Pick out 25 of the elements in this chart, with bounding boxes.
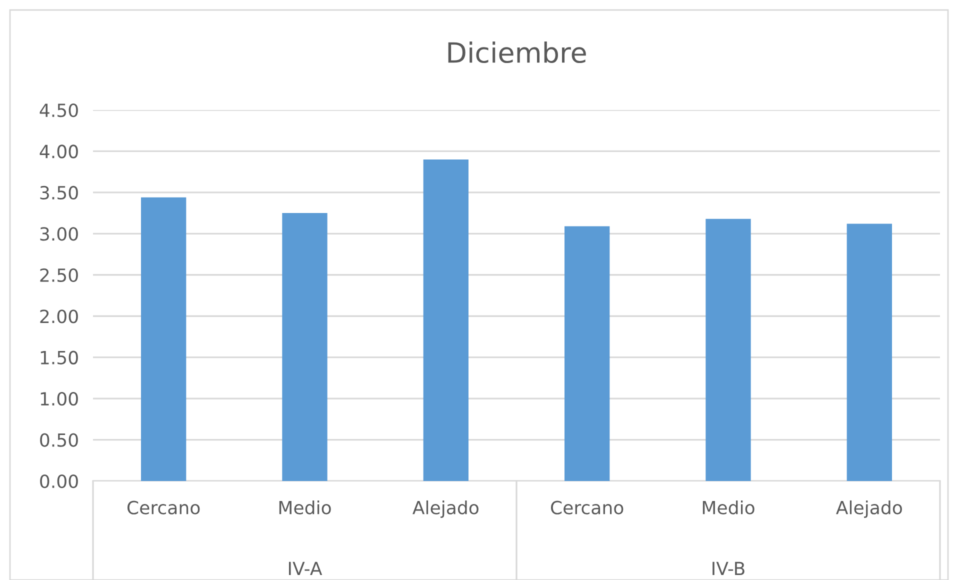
y-tick-label: 4.00 xyxy=(40,144,78,158)
bar xyxy=(564,226,610,481)
x-tick-label: Cercano xyxy=(127,500,200,514)
bar xyxy=(282,213,328,481)
x-tick-label: Alejado xyxy=(412,500,478,518)
bar xyxy=(706,218,751,481)
x-tick-label: Medio xyxy=(702,500,754,514)
bar xyxy=(423,159,469,481)
y-tick-label: 3.00 xyxy=(40,227,78,241)
bar xyxy=(846,224,892,481)
y-tick-label: 2.50 xyxy=(40,268,78,282)
text: IV-B xyxy=(712,562,744,576)
y-tick-label: 0.00 xyxy=(40,474,78,488)
y-tick-label: 4.50 xyxy=(40,103,78,118)
y-tick-label: 1.00 xyxy=(40,392,78,406)
y-tick-label: 2.00 xyxy=(40,310,78,324)
x-tick-label: Medio xyxy=(279,500,331,514)
y-tick-label: 3.50 xyxy=(40,186,78,200)
bar xyxy=(140,197,186,481)
y-tick-label: 1.50 xyxy=(40,350,78,364)
text: IV-A xyxy=(288,562,322,576)
y-tick-label: 0.50 xyxy=(40,433,78,447)
x-tick-label: Alejado xyxy=(836,500,902,518)
chart-title: Diciembre xyxy=(448,42,586,64)
x-tick-label: Cercano xyxy=(550,500,624,514)
